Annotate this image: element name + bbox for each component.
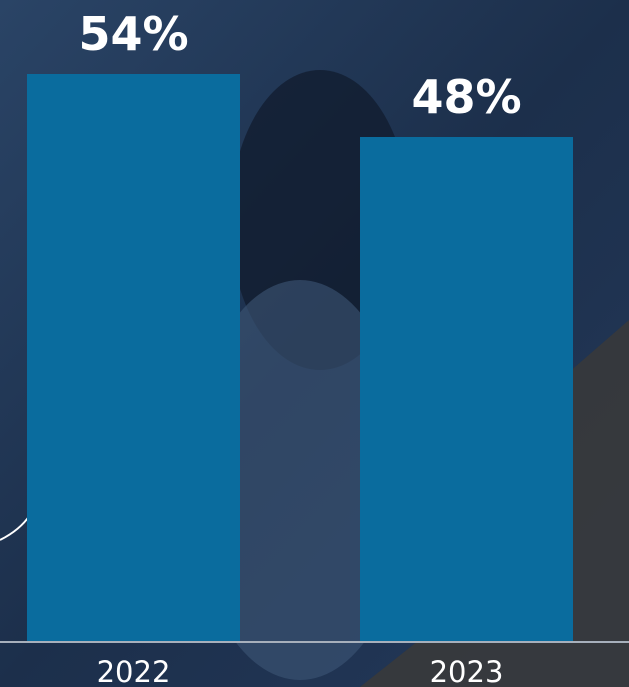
bar [360, 137, 573, 641]
value-label: 48% [411, 70, 521, 124]
value-label: 54% [78, 7, 188, 61]
x-tick-label: 2023 [430, 655, 504, 687]
bar [27, 74, 240, 641]
background-shape [190, 280, 410, 680]
x-tick-label: 2022 [97, 655, 171, 687]
plot: 54% 2022 48% 2023 [27, 7, 573, 687]
